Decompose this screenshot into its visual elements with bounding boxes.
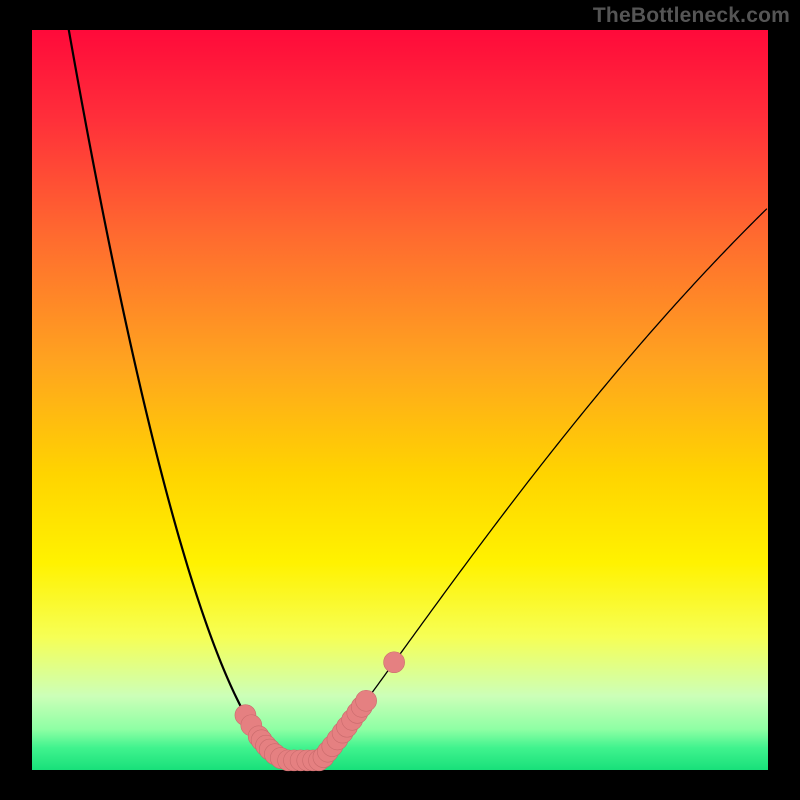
chart-root: TheBottleneck.com — [0, 0, 800, 800]
watermark-text: TheBottleneck.com — [593, 4, 790, 28]
bottleneck-chart — [0, 0, 800, 800]
data-marker — [356, 690, 377, 711]
data-marker — [384, 652, 405, 673]
